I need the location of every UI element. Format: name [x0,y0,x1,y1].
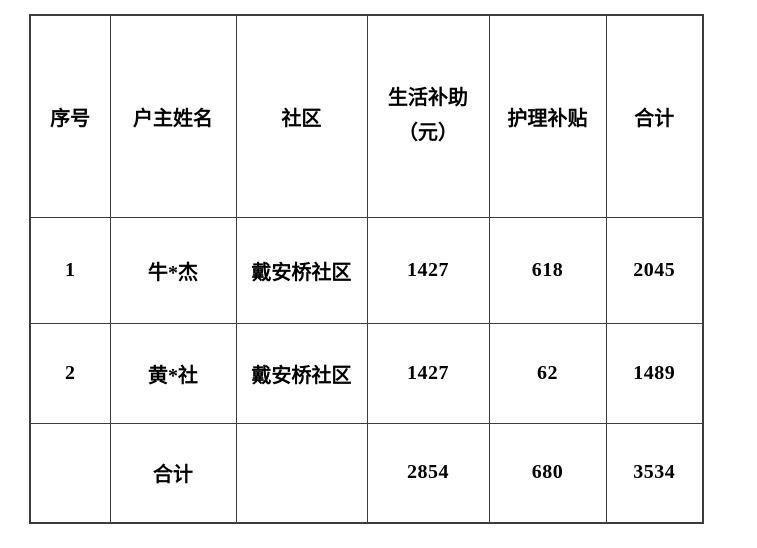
table-header-row: 序号 户主姓名 社区 生活补助 （元） 护理补贴 合计 [29,14,704,218]
cell-community: 戴安桥社区 [235,322,368,424]
cell-care-subsidy: 62 [488,322,607,424]
subsidy-table: 序号 户主姓名 社区 生活补助 （元） 护理补贴 合计 1 牛*杰 戴安桥社区 … [29,14,704,524]
col-header-total: 合计 [605,14,704,218]
table-total-row: 合计 2854 680 3534 [29,422,704,524]
cell-name: 黄*社 [109,322,237,424]
cell-seq: 1 [29,216,111,324]
cell-seq-empty [29,422,111,524]
cell-seq: 2 [29,322,111,424]
cell-grand-total: 3534 [605,422,704,524]
col-header-living-subsidy: 生活补助 （元） [366,14,490,218]
table-row: 1 牛*杰 戴安桥社区 1427 618 2045 [29,216,704,324]
cell-living-subsidy-sum: 2854 [366,422,490,524]
cell-living-subsidy: 1427 [366,216,490,324]
col-header-community: 社区 [235,14,368,218]
cell-name: 牛*杰 [109,216,237,324]
cell-total-label: 合计 [109,422,237,524]
col-header-living-line1: 生活补助 [388,87,468,110]
col-header-living-line2: （元） [398,122,458,145]
cell-living-subsidy: 1427 [366,322,490,424]
cell-total: 2045 [605,216,704,324]
col-header-seq: 序号 [29,14,111,218]
cell-community: 戴安桥社区 [235,216,368,324]
cell-care-subsidy-sum: 680 [488,422,607,524]
table-row: 2 黄*社 戴安桥社区 1427 62 1489 [29,322,704,424]
col-header-name: 户主姓名 [109,14,237,218]
cell-community-empty [235,422,368,524]
col-header-care-subsidy: 护理补贴 [488,14,607,218]
cell-total: 1489 [605,322,704,424]
cell-care-subsidy: 618 [488,216,607,324]
